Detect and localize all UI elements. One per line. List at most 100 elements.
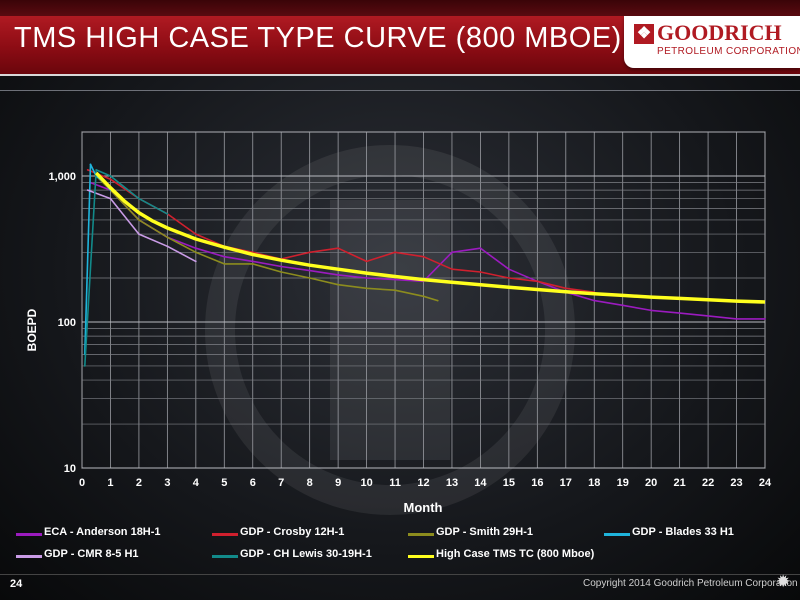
legend-swatch	[604, 533, 630, 536]
data-point	[194, 251, 197, 254]
x-tick-label: 19	[617, 477, 629, 489]
data-point	[138, 219, 140, 221]
data-point	[109, 197, 112, 200]
data-point	[451, 251, 453, 254]
data-point	[138, 233, 140, 236]
data-point	[337, 283, 339, 286]
x-tick-label: 24	[759, 477, 772, 489]
data-point	[764, 318, 766, 320]
x-tick-label: 12	[417, 477, 429, 489]
data-point	[337, 274, 339, 276]
data-point	[166, 245, 169, 248]
logo-mark-icon: ❖	[634, 24, 654, 44]
data-point	[479, 271, 482, 273]
x-tick-label: 2	[136, 477, 142, 489]
data-point	[508, 277, 510, 279]
slide-title: TMS HIGH CASE TYPE CURVE (800 MBOE)	[14, 22, 622, 54]
grid	[81, 131, 766, 469]
data-point	[194, 247, 197, 250]
x-tick-label: 21	[674, 477, 686, 489]
data-point	[86, 169, 89, 171]
data-point	[479, 247, 482, 250]
data-point	[394, 289, 396, 292]
x-tick-label: 8	[307, 477, 313, 489]
legend-swatch	[408, 533, 434, 536]
legend-swatch	[16, 555, 42, 558]
legend-swatch	[408, 555, 434, 558]
data-point	[95, 169, 98, 171]
data-point	[337, 247, 339, 250]
x-tick-label: 11	[389, 477, 401, 489]
y-tick-label: 10	[64, 463, 76, 475]
data-point	[194, 233, 197, 236]
data-point	[650, 309, 653, 312]
data-point	[308, 251, 311, 254]
data-point	[536, 280, 539, 283]
data-point	[308, 277, 311, 279]
series-line-6	[84, 169, 168, 366]
data-point	[436, 299, 439, 302]
data-point	[109, 178, 112, 181]
company-logo: ❖ GOODRICH PETROLEUM CORPORATION	[624, 16, 800, 68]
x-tick-label: 13	[446, 477, 458, 489]
logo-name: GOODRICH	[657, 20, 782, 45]
data-point	[451, 268, 453, 271]
x-tick-label: 18	[588, 477, 600, 489]
legend-label: GDP - CH Lewis 30-19H-1	[240, 548, 372, 560]
data-point	[86, 189, 89, 192]
data-point	[166, 213, 169, 215]
legend-swatch	[212, 533, 238, 536]
data-point	[365, 277, 368, 279]
data-point	[194, 260, 197, 263]
page-number: 24	[10, 578, 23, 590]
logo-subtitle: PETROLEUM CORPORATION	[657, 46, 800, 57]
x-tick-label: 17	[560, 477, 572, 489]
data-point	[223, 263, 226, 265]
data-point	[707, 315, 709, 317]
data-point	[593, 299, 596, 302]
top-bar	[0, 0, 800, 16]
legend-label: GDP - Blades 33 H1	[632, 526, 734, 538]
data-point	[251, 260, 254, 263]
x-tick-label: 23	[730, 477, 742, 489]
copyright-text: Copyright 2014 Goodrich Petroleum Corpor…	[583, 578, 798, 589]
data-point	[422, 255, 425, 258]
y-tick-label: 100	[58, 317, 76, 329]
x-tick-label: 3	[164, 477, 170, 489]
data-point	[83, 365, 86, 367]
data-point	[621, 304, 624, 307]
series-line-3	[95, 175, 438, 302]
data-point	[166, 236, 169, 239]
x-tick-label: 0	[79, 477, 85, 489]
data-point	[308, 269, 311, 272]
watermark-logo	[205, 145, 575, 515]
legend-label: GDP - Smith 29H-1	[436, 526, 533, 538]
data-point	[109, 175, 112, 177]
x-tick-label: 16	[531, 477, 543, 489]
footer-divider	[0, 574, 800, 575]
x-tick-label: 7	[278, 477, 284, 489]
legend-label: GDP - Crosby 12H-1	[240, 526, 345, 538]
data-point	[223, 255, 226, 258]
x-axis-label: Month	[404, 500, 443, 515]
series-layer	[83, 163, 766, 367]
data-point	[394, 251, 396, 254]
x-tick-label: 5	[221, 477, 227, 489]
x-tick-label: 20	[645, 477, 657, 489]
y-axis-label: BOEPD	[25, 308, 39, 351]
data-point	[280, 265, 283, 268]
x-tick-label: 10	[360, 477, 372, 489]
data-point	[280, 271, 283, 273]
x-tick-label: 9	[335, 477, 341, 489]
data-point	[138, 197, 140, 200]
data-point	[89, 163, 92, 166]
tick-labels: 0 1 2 3 4 5 6 7 8 9 10 11 12 13 14 15 16 17 18 19 20 21 22 23 24…	[48, 171, 772, 489]
data-point	[508, 268, 510, 271]
legend-swatch	[16, 533, 42, 536]
data-point	[564, 287, 567, 290]
data-point	[365, 287, 368, 290]
sun-logo-icon: ✹	[776, 572, 791, 591]
legend-label: ECA - Anderson 18H-1	[44, 526, 161, 538]
